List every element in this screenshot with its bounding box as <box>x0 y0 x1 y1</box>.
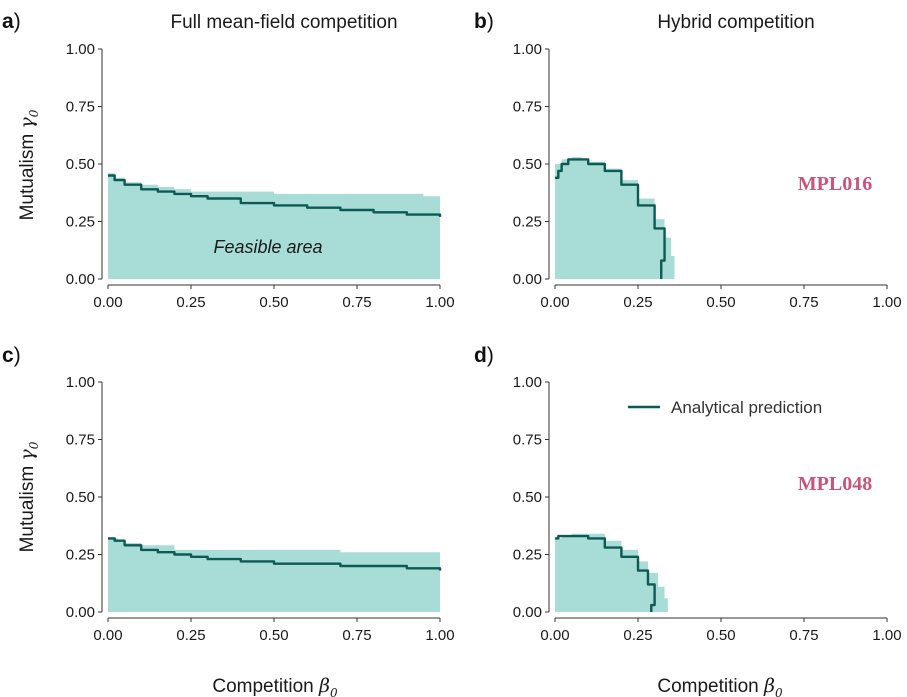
y-tick-label-c: 0.00 <box>66 604 95 621</box>
legend: Analytical prediction <box>628 398 822 417</box>
x-tick-label-a: 0.00 <box>93 294 122 311</box>
y-tick-label-d: 0.00 <box>513 604 542 621</box>
y-axis-label-bottom: Mutualism γ0 <box>16 441 41 552</box>
panel-title-a: Full mean-field competition <box>170 12 397 33</box>
network-label-d: MPL048 <box>798 473 872 495</box>
x-tick-label-d: 0.75 <box>789 627 818 644</box>
y-tick-label-c: 1.00 <box>66 374 95 391</box>
y-tick-label-d: 0.25 <box>513 547 542 564</box>
feasible-area-b <box>555 157 675 279</box>
x-tick-label-b: 0.75 <box>789 294 818 311</box>
x-tick-label-a: 0.50 <box>259 294 288 311</box>
y-tick-label-a: 0.50 <box>66 156 95 173</box>
y-tick-label-a: 0.75 <box>66 99 95 116</box>
x-axis-label-left: Competition β0 <box>212 675 338 697</box>
analytical-line-d <box>555 534 656 612</box>
feasible-area-annotation: Feasible area <box>213 237 322 257</box>
x-tick-label-a: 0.75 <box>342 294 371 311</box>
x-tick-label-b: 0.50 <box>706 294 735 311</box>
panel-a: 0.00 0.25 0.50 0.75 1.00 0.00 0.25 0.50 0.75 1.00… <box>2 10 455 311</box>
x-tick-label-c: 0.00 <box>93 627 122 644</box>
y-tick-label-a: 0.00 <box>66 271 95 288</box>
y-tick-label-a: 1.00 <box>66 41 95 58</box>
x-tick-label-d: 0.25 <box>623 627 652 644</box>
x-tick-label-a: 1.00 <box>425 294 454 311</box>
x-tick-label-c: 0.75 <box>342 627 371 644</box>
panel-label-c: c) <box>2 344 21 367</box>
x-tick-label-c: 0.50 <box>259 627 288 644</box>
panel-label-a: a) <box>2 10 21 33</box>
y-tick-label-c: 0.25 <box>66 547 95 564</box>
feasible-area-a <box>108 173 440 279</box>
panel-c: 0.00 0.25 0.50 0.75 1.00 0.00 0.25 0.50 0.75 1.00… <box>2 344 455 644</box>
panel-d: 0.00 0.25 0.50 0.75 1.00 0.00 0.25 0.50 0.75 1.00… <box>474 344 902 644</box>
feasible-area-d <box>555 533 668 612</box>
y-tick-label-a: 0.25 <box>66 214 95 231</box>
x-tick-label-c: 0.25 <box>176 627 205 644</box>
y-tick-label-b: 1.00 <box>513 41 542 58</box>
x-tick-label-b: 0.25 <box>623 294 652 311</box>
x-tick-label-d: 1.00 <box>872 627 901 644</box>
x-tick-label-d: 0.50 <box>706 627 735 644</box>
analytical-line-c <box>108 537 442 571</box>
x-tick-label-c: 1.00 <box>425 627 454 644</box>
network-label-b: MPL016 <box>798 173 872 195</box>
x-tick-label-b: 1.00 <box>872 294 901 311</box>
y-tick-label-d: 0.50 <box>513 489 542 506</box>
panel-label-b: b) <box>474 10 494 33</box>
y-tick-label-d: 0.75 <box>513 432 542 449</box>
y-tick-label-c: 0.50 <box>66 489 95 506</box>
y-tick-label-b: 0.75 <box>513 99 542 116</box>
legend-label: Analytical prediction <box>671 398 822 417</box>
x-tick-label-a: 0.25 <box>176 294 205 311</box>
analytical-line-b <box>555 158 666 279</box>
panel-b: 0.00 0.25 0.50 0.75 1.00 0.00 0.25 0.50 0.75 1.00… <box>474 10 902 311</box>
y-tick-label-b: 0.00 <box>513 271 542 288</box>
y-tick-label-b: 0.25 <box>513 214 542 231</box>
x-tick-label-d: 0.00 <box>540 627 569 644</box>
y-tick-label-d: 1.00 <box>513 374 542 391</box>
y-tick-label-c: 0.75 <box>66 432 95 449</box>
panel-label-d: d) <box>474 344 494 367</box>
panel-title-b: Hybrid competition <box>657 12 814 33</box>
y-tick-label-b: 0.50 <box>513 156 542 173</box>
x-tick-label-b: 0.00 <box>540 294 569 311</box>
analytical-line-a <box>108 174 442 217</box>
x-axis-label-right: Competition β0 <box>657 675 783 697</box>
y-axis-label-top: Mutualism γ0 <box>16 109 41 220</box>
